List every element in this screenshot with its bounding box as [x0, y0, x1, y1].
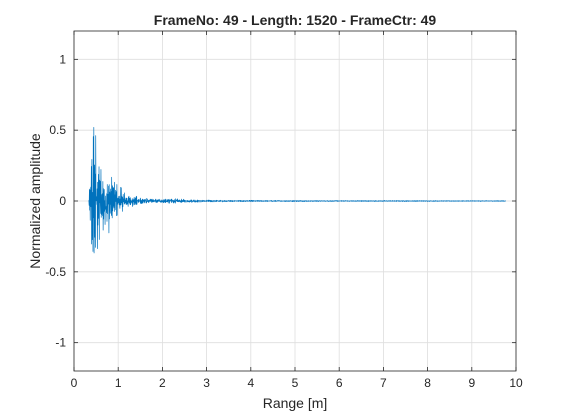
- y-tick-label: -0.5: [45, 265, 66, 279]
- chart-title: FrameNo: 49 - Length: 1520 - FrameCtr: 4…: [154, 12, 437, 28]
- x-tick-label: 9: [468, 376, 475, 390]
- y-tick-label: 1: [59, 52, 66, 66]
- ticks: [73, 31, 517, 371]
- x-tick-label: 10: [509, 376, 523, 390]
- y-tick-label: -1: [55, 336, 66, 350]
- series-line: [88, 126, 507, 254]
- x-tick-label: 7: [380, 376, 387, 390]
- y-tick-labels: 1 0.5 0 -0.5 -1: [45, 52, 66, 349]
- x-tick-labels: 0 1 2 3 4 5 6 7 8 9 10: [71, 376, 523, 390]
- x-tick-label: 4: [247, 376, 254, 390]
- x-tick-label: 0: [71, 376, 78, 390]
- x-tick-label: 6: [336, 376, 343, 390]
- y-axis-label: Normalized amplitude: [27, 133, 43, 269]
- y-tick-label: 0: [59, 194, 66, 208]
- x-tick-label: 5: [292, 376, 299, 390]
- x-tick-label: 3: [203, 376, 210, 390]
- series-waveform: [88, 126, 507, 254]
- x-tick-label: 1: [115, 376, 122, 390]
- x-axis-label: Range [m]: [263, 395, 328, 411]
- x-tick-label: 2: [159, 376, 166, 390]
- y-tick-label: 0.5: [49, 123, 66, 137]
- x-tick-label: 8: [424, 376, 431, 390]
